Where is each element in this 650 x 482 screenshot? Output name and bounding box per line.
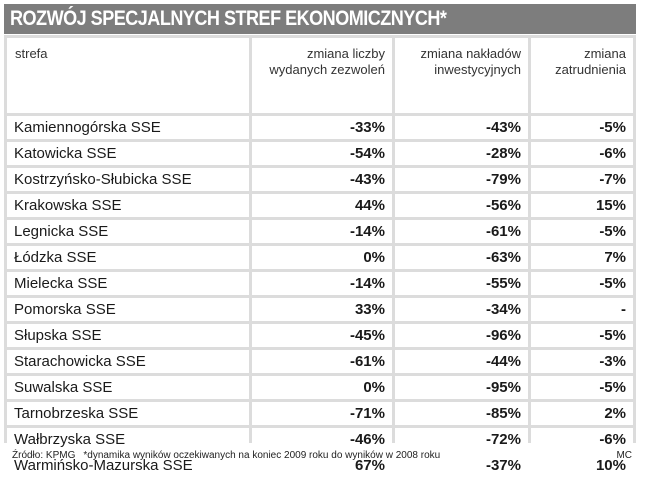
header-investment: zmiana nakładów inwestycyjnych — [395, 38, 528, 113]
permits-change: -54% — [252, 142, 392, 165]
zone-name: Mielecka SSE — [7, 272, 249, 295]
permits-change: 33% — [252, 298, 392, 321]
investment-change: -95% — [395, 376, 528, 399]
header-zone-label: strefa — [15, 46, 48, 61]
permits-change: -14% — [252, 272, 392, 295]
employment-change: 2% — [531, 402, 633, 425]
header-investment-line2: inwestycyjnych — [434, 62, 521, 77]
employment-change: 10% — [531, 454, 633, 477]
employment-change: -5% — [531, 272, 633, 295]
header-permits: zmiana liczby wydanych zezwoleń — [252, 38, 392, 113]
investment-change: -55% — [395, 272, 528, 295]
permits-change: -45% — [252, 324, 392, 347]
permits-change: -33% — [252, 116, 392, 139]
author-initials: MC — [616, 450, 632, 461]
employment-change: 15% — [531, 194, 633, 217]
investment-change: -61% — [395, 220, 528, 243]
footnote-text: *dynamika wyników oczekiwanych na koniec… — [83, 450, 441, 461]
header-employment-line1: zmiana — [584, 46, 626, 61]
employment-change: -6% — [531, 142, 633, 165]
zone-name: Legnicka SSE — [7, 220, 249, 243]
employment-change: 7% — [531, 246, 633, 269]
employment-change: - — [531, 298, 633, 321]
permits-change: -61% — [252, 350, 392, 373]
investment-change: -79% — [395, 168, 528, 191]
investment-change: -44% — [395, 350, 528, 373]
zone-name: Krakowska SSE — [7, 194, 249, 217]
investment-change: -56% — [395, 194, 528, 217]
zone-name: Łódzka SSE — [7, 246, 249, 269]
title-bar: ROZWÓJ SPECJALNYCH STREF EKONOMICZNYCH* — [4, 4, 636, 34]
investment-change: -63% — [395, 246, 528, 269]
employment-change: -3% — [531, 350, 633, 373]
zone-name: Katowicka SSE — [7, 142, 249, 165]
employment-change: -5% — [531, 116, 633, 139]
header-investment-line1: zmiana nakładów — [420, 46, 521, 61]
employment-change: -7% — [531, 168, 633, 191]
permits-change: 0% — [252, 376, 392, 399]
data-table: strefa zmiana liczby wydanych zezwoleń z… — [4, 35, 636, 477]
zone-name: Pomorska SSE — [7, 298, 249, 321]
permits-change: 44% — [252, 194, 392, 217]
investment-change: -28% — [395, 142, 528, 165]
investment-change: -37% — [395, 454, 528, 477]
header-employment: zmiana zatrudnienia — [531, 38, 633, 113]
investment-change: -85% — [395, 402, 528, 425]
zone-name: Starachowicka SSE — [7, 350, 249, 373]
investment-change: -34% — [395, 298, 528, 321]
permits-change: -43% — [252, 168, 392, 191]
page-title: ROZWÓJ SPECJALNYCH STREF EKONOMICZNYCH* — [10, 7, 447, 30]
header-zone: strefa — [7, 38, 249, 113]
investment-change: -72% — [395, 428, 528, 451]
zone-name: Suwalska SSE — [7, 376, 249, 399]
footer: Źródło: KPMG *dynamika wyników oczekiwany… — [12, 450, 632, 461]
investment-change: -43% — [395, 116, 528, 139]
zone-name: Wałbrzyska SSE — [7, 428, 249, 451]
employment-change: -5% — [531, 324, 633, 347]
permits-change: 0% — [252, 246, 392, 269]
zone-name: Tarnobrzeska SSE — [7, 402, 249, 425]
header-permits-line1: zmiana liczby — [306, 46, 385, 61]
permits-change: 67% — [252, 454, 392, 477]
zone-name: Kostrzyńsko-Słubicka SSE — [7, 168, 249, 191]
zone-name: Warmińsko-Mazurska SSE — [7, 454, 249, 477]
permits-change: -71% — [252, 402, 392, 425]
header-permits-line2: wydanych zezwoleń — [269, 62, 385, 77]
employment-change: -5% — [531, 376, 633, 399]
header-employment-line2: zatrudnienia — [555, 62, 626, 77]
investment-change: -96% — [395, 324, 528, 347]
source-text: Źródło: KPMG — [12, 450, 76, 461]
permits-change: -46% — [252, 428, 392, 451]
employment-change: -6% — [531, 428, 633, 451]
employment-change: -5% — [531, 220, 633, 243]
zone-name: Kamiennogórska SSE — [7, 116, 249, 139]
zone-name: Słupska SSE — [7, 324, 249, 347]
permits-change: -14% — [252, 220, 392, 243]
